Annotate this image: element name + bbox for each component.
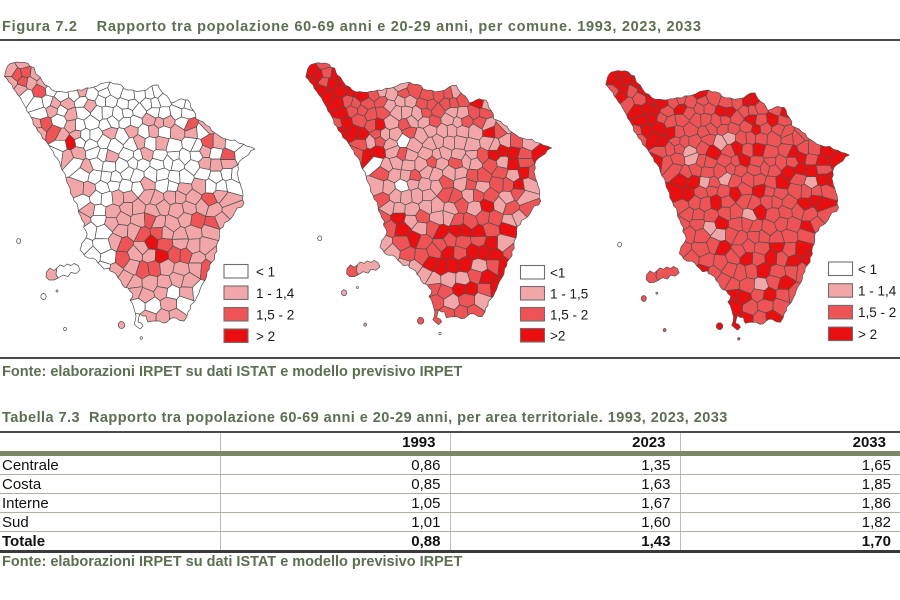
svg-text:1 - 1,4: 1 - 1,4 — [256, 286, 295, 301]
svg-text:1,5 - 2: 1,5 - 2 — [256, 307, 294, 322]
svg-text:1,5 - 2: 1,5 - 2 — [550, 307, 588, 322]
svg-text:1 - 1,4: 1 - 1,4 — [858, 284, 897, 299]
svg-text:> 2: > 2 — [256, 329, 275, 344]
svg-text:> 2: > 2 — [858, 327, 877, 342]
svg-text:1 - 1,5: 1 - 1,5 — [550, 286, 588, 301]
svg-text:< 1: < 1 — [256, 264, 275, 279]
svg-text:< 1: < 1 — [858, 262, 877, 277]
svg-text:>2: >2 — [550, 328, 565, 343]
svg-text:1,5 - 2: 1,5 - 2 — [858, 305, 896, 320]
svg-text:<1: <1 — [550, 265, 565, 280]
